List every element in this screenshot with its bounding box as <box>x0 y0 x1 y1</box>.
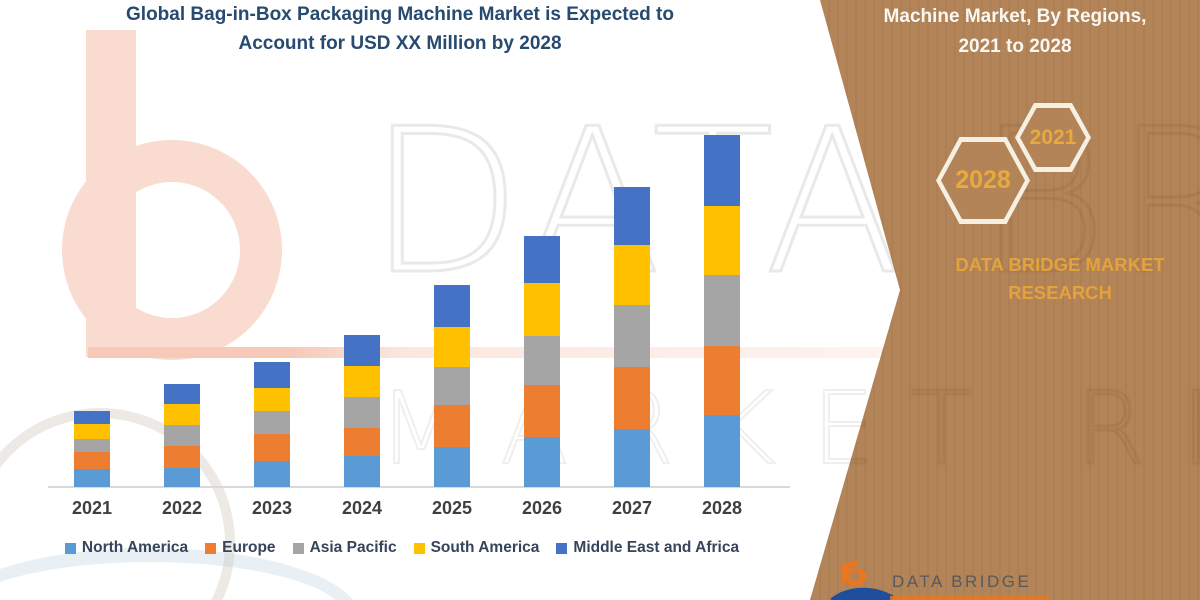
brand-name-line1: DATA BRIDGE MARKET <box>955 254 1165 275</box>
bar-segment-south-america <box>704 206 740 275</box>
chart-title-line1: Global Bag-in-Box Packaging Machine Mark… <box>126 4 674 25</box>
legend-item-north-america: North America <box>64 539 189 557</box>
bar-segment-middle-east-and-africa <box>344 335 380 366</box>
bar-segment-south-america <box>614 245 650 305</box>
bar-segment-south-america <box>524 283 560 336</box>
bar-segment-europe <box>74 452 110 469</box>
legend-label: South America <box>430 539 540 556</box>
x-axis-label: 2025 <box>431 498 473 518</box>
x-axis-label: 2027 <box>611 498 653 518</box>
bar-segment-north-america <box>74 469 110 487</box>
stacked-bar-2027 <box>614 187 650 487</box>
x-axis-label: 2024 <box>341 498 383 518</box>
bar-segment-europe <box>524 385 560 437</box>
watermark-logo-swoosh <box>88 347 894 358</box>
bar-segment-middle-east-and-africa <box>254 362 290 388</box>
hexagon-2021-label: 2021 <box>1029 125 1077 149</box>
bar-segment-north-america <box>254 461 290 487</box>
bar-segment-middle-east-and-africa <box>524 236 560 283</box>
side-panel-heading-line2: 2021 to 2028 <box>958 36 1072 57</box>
stacked-bar-2023 <box>254 362 290 487</box>
legend-item-europe: Europe <box>205 539 276 557</box>
x-axis-label: 2021 <box>71 498 113 518</box>
hexagon-badge-2021-inner: 2021 <box>1020 108 1086 167</box>
legend-label: Asia Pacific <box>309 539 397 556</box>
stacked-bar-2022 <box>164 384 200 487</box>
stacked-bar-2028 <box>704 135 740 487</box>
bar-segment-south-america <box>74 424 110 439</box>
bar-segment-middle-east-and-africa <box>434 285 470 327</box>
bar-segment-asia-pacific <box>254 411 290 434</box>
bar-segment-north-america <box>614 429 650 487</box>
bar-segment-europe <box>344 428 380 456</box>
hexagon-badge-2028-inner: 2028 <box>941 142 1025 219</box>
bar-segment-middle-east-and-africa <box>704 135 740 206</box>
legend-label: North America <box>81 539 189 556</box>
bar-segment-asia-pacific <box>344 397 380 428</box>
x-axis-label: 2022 <box>161 498 203 518</box>
legend-label: Europe <box>222 539 276 556</box>
legend-swatch <box>292 542 304 554</box>
footer-logo: DATA BRIDGE <box>828 552 1108 600</box>
x-axis-line <box>48 486 790 488</box>
bar-segment-asia-pacific <box>164 425 200 446</box>
legend: North America Europe Asia Pacific South Ame… <box>28 539 776 557</box>
stacked-bar-2026 <box>524 236 560 487</box>
legend-item-middle-east-and-africa: Middle East and Africa <box>556 539 739 557</box>
legend-item-south-america: South America <box>413 539 540 557</box>
bar-segment-europe <box>614 367 650 429</box>
bar-segment-asia-pacific <box>434 367 470 405</box>
bar-segment-south-america <box>434 327 470 367</box>
legend-label: Middle East and Africa <box>573 539 740 556</box>
bar-segment-north-america <box>164 468 200 487</box>
chart-title: Global Bag-in-Box Packaging Machine Mark… <box>55 0 745 58</box>
watermark-logo-stem <box>86 30 136 357</box>
side-panel-heading-line1: Machine Market, By Regions, <box>883 6 1147 27</box>
x-axis-label: 2028 <box>701 498 743 518</box>
data-bridge-logo-icon <box>830 560 894 600</box>
watermark-text-row2-dark: MARKET RESEARCH <box>378 369 1200 489</box>
bar-segment-asia-pacific <box>704 275 740 346</box>
hexagon-2028-label: 2028 <box>955 166 1011 194</box>
stacked-bar-2025 <box>434 285 470 487</box>
bar-segment-south-america <box>254 388 290 411</box>
legend-swatch <box>413 542 425 554</box>
footer-logo-strip <box>890 596 1050 600</box>
legend-swatch <box>64 542 76 554</box>
bar-segment-middle-east-and-africa <box>164 384 200 404</box>
hexagon-badge-2028: 2028 <box>936 137 1030 224</box>
bar-segment-north-america <box>344 456 380 487</box>
footer-logo-text: DATA BRIDGE <box>892 572 1032 591</box>
brand-name-line2: RESEARCH <box>1008 282 1112 303</box>
bar-segment-north-america <box>434 447 470 487</box>
bar-segment-south-america <box>344 366 380 397</box>
chart-title-line2: Account for USD XX Million by 2028 <box>238 33 562 54</box>
bar-segment-north-america <box>704 415 740 487</box>
stacked-bar-2021 <box>74 411 110 487</box>
bar-segment-asia-pacific <box>524 336 560 385</box>
bar-segment-europe <box>164 446 200 468</box>
bar-segment-south-america <box>164 404 200 425</box>
bar-segment-asia-pacific <box>614 305 650 367</box>
bar-segment-europe <box>434 405 470 447</box>
side-panel-heading: Machine Market, By Regions, 2021 to 2028 <box>845 2 1185 62</box>
x-axis-label: 2023 <box>251 498 293 518</box>
bar-segment-europe <box>254 434 290 461</box>
bar-segment-asia-pacific <box>74 439 110 452</box>
bar-segment-north-america <box>524 437 560 487</box>
x-axis-label: 2026 <box>521 498 563 518</box>
legend-swatch <box>205 542 217 554</box>
legend-swatch <box>556 542 568 554</box>
bar-segment-europe <box>704 346 740 415</box>
brand-name: DATA BRIDGE MARKET RESEARCH <box>928 251 1192 307</box>
watermark-logo-bowl <box>62 140 282 360</box>
stacked-bar-2024 <box>344 335 380 487</box>
legend-item-asia-pacific: Asia Pacific <box>292 539 397 557</box>
bar-segment-middle-east-and-africa <box>74 411 110 424</box>
bar-segment-middle-east-and-africa <box>614 187 650 245</box>
